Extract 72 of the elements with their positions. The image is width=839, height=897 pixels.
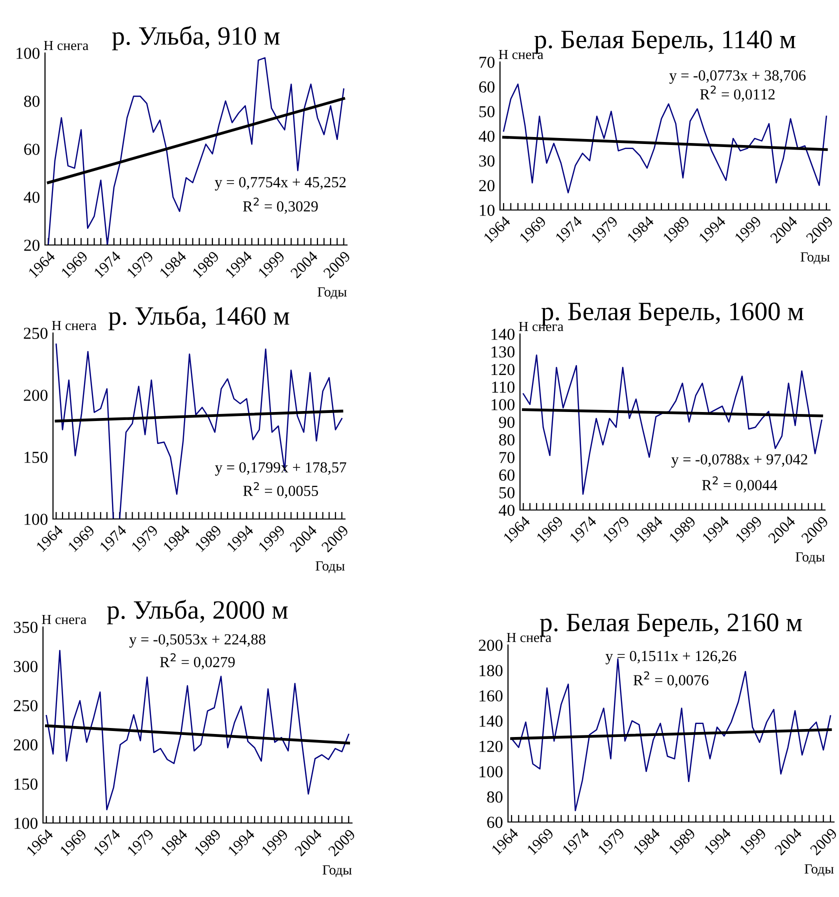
chart-title: р. Белая Берель, 1140 м xyxy=(534,30,796,54)
y-tick-label: 10 xyxy=(480,204,495,216)
y-tick-label: 120 xyxy=(492,364,515,376)
x-axis-title: Годы xyxy=(316,561,345,574)
y-tick-label: 20 xyxy=(479,180,495,192)
x-axis-title: Годы xyxy=(804,864,834,876)
y-tick-label: 140 xyxy=(480,716,503,727)
chart-title: р. Ульба, 2000 м xyxy=(107,600,288,624)
y-tick-label: 150 xyxy=(14,778,38,790)
y-tick-label: 70 xyxy=(500,452,515,464)
annotation: y = 0,1799x + 178,57 xyxy=(215,462,346,476)
y-tick-label: 100 xyxy=(492,399,515,410)
line-series xyxy=(46,650,350,810)
y-tick-label: 60 xyxy=(499,470,515,481)
line-series xyxy=(522,354,822,495)
line-series xyxy=(48,57,344,245)
y-axis-title: H снега xyxy=(42,614,86,624)
y-tick-label: 100 xyxy=(14,818,38,829)
y-tick-label: 30 xyxy=(479,155,495,167)
y-tick-label: 140 xyxy=(492,328,515,340)
y-tick-label: 50 xyxy=(499,487,515,498)
y-axis-title: H снега xyxy=(52,320,96,330)
annotation: R$^{2}$ = 0,0044 xyxy=(702,476,778,493)
y-tick-label: 40 xyxy=(498,504,515,516)
y-tick-label: 180 xyxy=(480,664,503,676)
y-tick-label: 70 xyxy=(480,56,495,68)
y-tick-label: 50 xyxy=(479,106,495,118)
y-tick-label: 80 xyxy=(24,96,40,107)
y-tick-label: 20 xyxy=(24,240,40,251)
y-tick-label: 80 xyxy=(499,434,515,446)
y-tick-label: 130 xyxy=(492,346,515,358)
y-axis-title: H снега xyxy=(44,40,88,50)
y-tick-label: 160 xyxy=(480,690,503,702)
y-tick-label: 100 xyxy=(16,48,40,59)
annotation: R$^{2}$ = 0,0055 xyxy=(243,482,318,498)
x-axis-title: Годы xyxy=(800,252,830,264)
annotation: y = -0,0788x + 97,042 xyxy=(671,454,808,468)
annotation: y = 0,1511x + 126,26 xyxy=(606,650,736,664)
y-tick-label: 110 xyxy=(492,382,515,393)
x-axis-title: Годы xyxy=(796,552,825,564)
y-tick-label: 200 xyxy=(14,739,38,751)
y-tick-label: 100 xyxy=(24,514,48,525)
y-tick-label: 40 xyxy=(24,192,40,203)
y-tick-label: 60 xyxy=(487,816,503,828)
y-tick-label: 120 xyxy=(480,740,503,752)
annotation: R$^{2}$ = 0,0279 xyxy=(160,653,235,670)
annotation: y = 0,7754x + 45,252 xyxy=(214,177,346,190)
line-series xyxy=(502,84,828,194)
y-tick-label: 350 xyxy=(14,622,38,633)
y-tick-label: 60 xyxy=(479,81,495,93)
y-tick-label: 40 xyxy=(478,130,495,142)
annotation: R$^{2}$ = 0,0112 xyxy=(700,86,775,102)
y-tick-label: 250 xyxy=(14,700,38,712)
y-tick-label: 200 xyxy=(478,640,503,651)
annotation: y = -0,0773x + 38,706 xyxy=(669,70,806,84)
y-tick-label: 80 xyxy=(487,791,503,803)
x-axis-title: Годы xyxy=(322,865,352,878)
annotation: R$^{2}$ = 0,0076 xyxy=(633,671,708,688)
y-tick-label: 100 xyxy=(480,766,503,778)
y-tick-label: 150 xyxy=(24,452,48,463)
chart-title: р. Белая Берель, 2160 м xyxy=(540,614,802,637)
y-tick-label: 300 xyxy=(14,660,38,672)
x-axis-title: Годы xyxy=(318,287,347,300)
annotation: R$^{2}$ = 0,3029 xyxy=(243,198,318,214)
y-tick-label: 200 xyxy=(24,390,48,401)
chart-title: р. Белая Берель, 1600 м xyxy=(541,302,804,326)
y-tick-label: 250 xyxy=(24,328,48,339)
chart-title: р. Ульба, 910 м xyxy=(112,26,280,50)
y-tick-label: 90 xyxy=(499,416,515,428)
annotation: y = -0,5053x + 224,88 xyxy=(129,634,266,648)
y-tick-label: 60 xyxy=(24,144,40,155)
chart-title: р. Ульба, 1460 м xyxy=(108,306,290,330)
